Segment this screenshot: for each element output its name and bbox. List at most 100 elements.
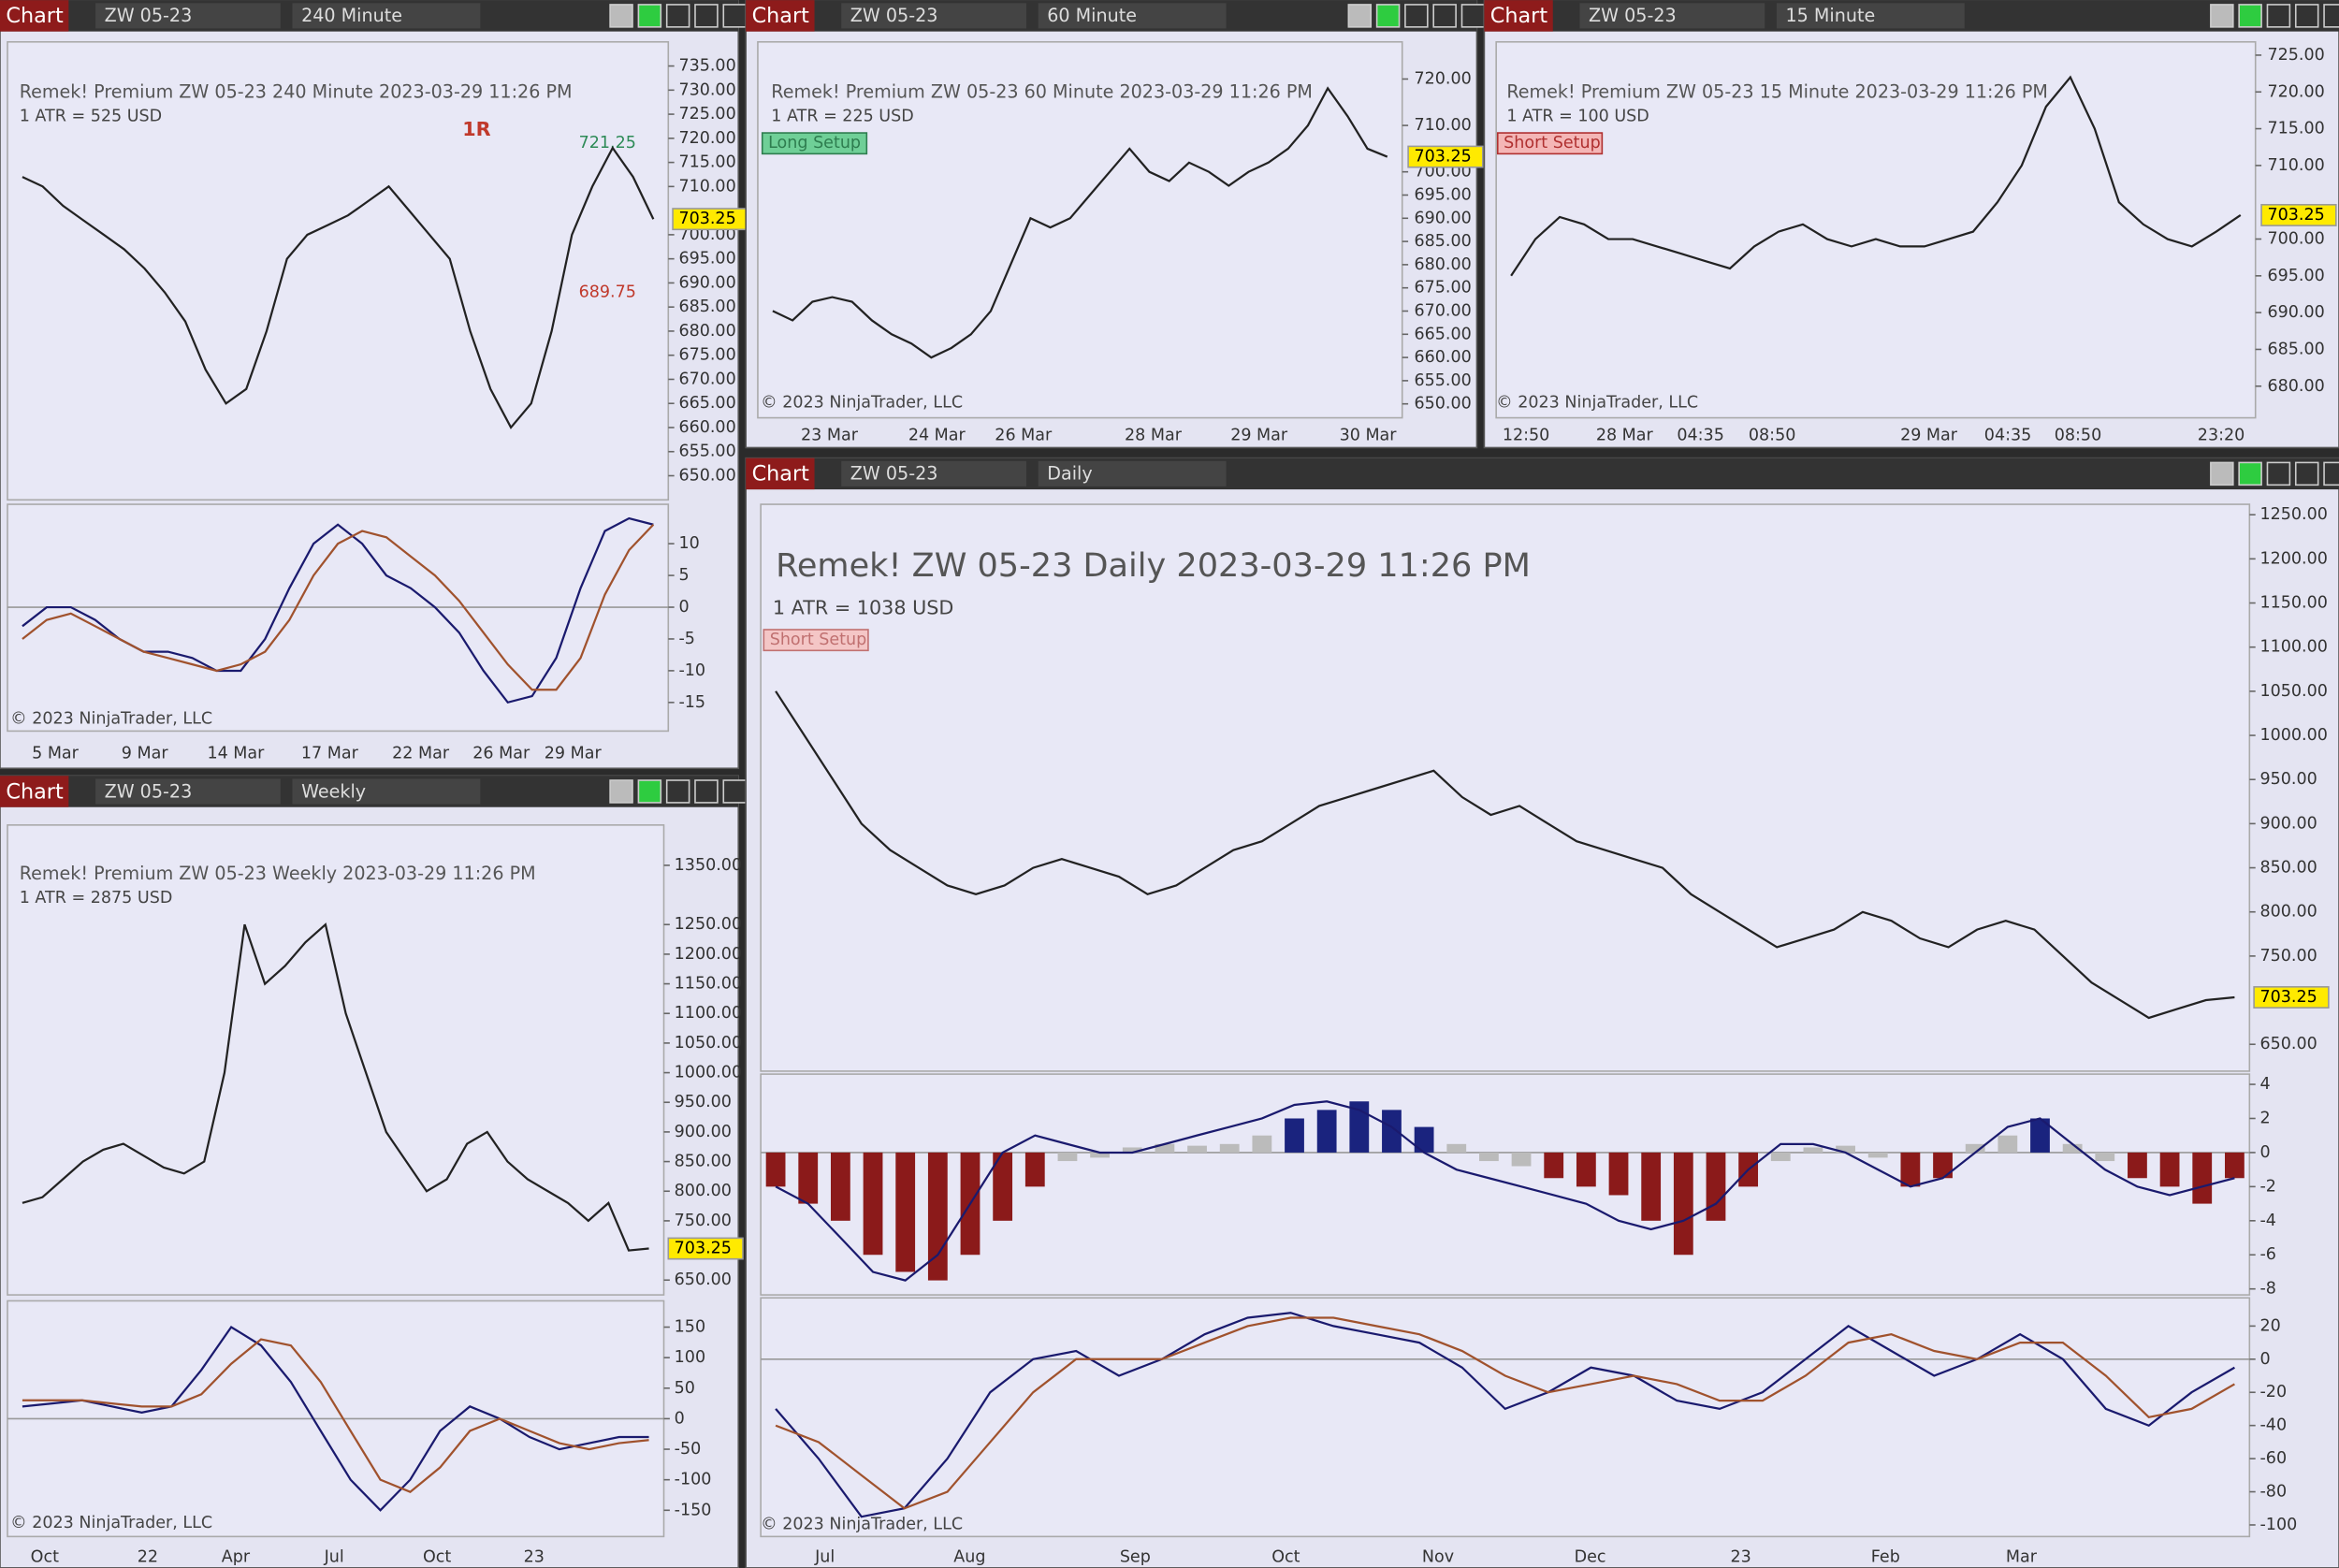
y-tick-label: -40 — [2259, 1416, 2287, 1435]
pane — [7, 40, 670, 501]
window-button[interactable] — [2294, 4, 2319, 28]
chart-tab-label[interactable]: Chart — [1490, 4, 1548, 28]
histogram-bar — [1382, 1110, 1402, 1153]
window-button[interactable] — [609, 779, 633, 804]
window-button[interactable] — [637, 4, 662, 28]
histogram-bar — [798, 1152, 819, 1204]
interval[interactable]: 15 Minute — [1785, 5, 1875, 26]
window-button[interactable] — [1460, 4, 1486, 28]
window-button[interactable] — [2323, 4, 2339, 28]
y-tick-label: 750.00 — [2259, 947, 2317, 965]
y-tick-label: 0 — [2259, 1143, 2270, 1162]
y-tick-label: 675.00 — [1414, 279, 1471, 298]
window-button[interactable] — [2210, 4, 2234, 28]
chart-tab[interactable] — [0, 0, 69, 32]
chart-tab-label[interactable]: Chart — [6, 4, 64, 28]
window-button[interactable] — [665, 779, 690, 804]
x-tick-label: 08:50 — [2055, 427, 2101, 445]
window-button[interactable] — [2266, 461, 2291, 486]
window-button[interactable] — [637, 779, 662, 804]
histogram-bar — [830, 1152, 850, 1221]
pane — [760, 1073, 2251, 1296]
pane — [760, 503, 2251, 1072]
window-button[interactable] — [2323, 461, 2339, 486]
chart-tab[interactable] — [0, 776, 69, 807]
window-button[interactable] — [694, 4, 719, 28]
interval-dropdown[interactable] — [1038, 460, 1227, 486]
y-tick-label: -150 — [675, 1501, 712, 1519]
window-button[interactable] — [722, 779, 747, 804]
interval-dropdown[interactable] — [292, 3, 481, 29]
chart-title: Remek! Premium ZW 05-23 Weekly 2023-03-2… — [20, 863, 536, 884]
interval[interactable]: 240 Minute — [301, 5, 402, 26]
instrument-dropdown[interactable] — [1579, 3, 1765, 29]
price-line — [772, 86, 1388, 359]
y-tick-label: 850.00 — [2259, 859, 2317, 878]
y-tick-label: 650.00 — [678, 467, 735, 486]
histogram-bar — [1285, 1118, 1304, 1153]
y-tick-label: 720.00 — [678, 129, 735, 148]
last-price-label: 703.25 — [2267, 206, 2324, 225]
histogram-bar — [2192, 1152, 2213, 1204]
histogram-bar — [1608, 1152, 1629, 1196]
y-tick-label: -80 — [2259, 1483, 2287, 1502]
y-tick-label: 730.00 — [678, 80, 735, 99]
copyright: © 2023 NinjaTrader, LLC — [761, 394, 963, 413]
instrument[interactable]: ZW 05-23 — [850, 5, 938, 26]
chart-tab-label[interactable]: Chart — [752, 4, 810, 28]
chart-tab-label[interactable]: Chart — [752, 462, 810, 486]
y-tick-label: 665.00 — [678, 394, 735, 413]
chart-tab-label[interactable]: Chart — [6, 779, 64, 804]
y-tick-label: -100 — [2259, 1516, 2297, 1534]
interval-dropdown[interactable] — [1776, 3, 1965, 29]
window-button[interactable] — [609, 4, 633, 28]
window-button[interactable] — [2294, 461, 2319, 486]
y-tick-label: 1200.00 — [2259, 549, 2327, 568]
window-button[interactable] — [2238, 4, 2262, 28]
x-tick-label: 04:35 — [1984, 427, 2031, 445]
window-button[interactable] — [1404, 4, 1429, 28]
window-button[interactable] — [2266, 4, 2291, 28]
instrument-dropdown[interactable] — [841, 3, 1026, 29]
x-tick-label: 5 Mar — [32, 744, 80, 762]
price-line — [1510, 75, 2242, 277]
y-tick-label: 680.00 — [678, 322, 735, 341]
y-tick-label: -6 — [2259, 1245, 2275, 1264]
chart-tab[interactable] — [1484, 0, 1553, 32]
instrument-dropdown[interactable] — [841, 460, 1026, 486]
histogram-bar — [1998, 1135, 2018, 1153]
chart-tab[interactable] — [746, 457, 815, 490]
window-button[interactable] — [2210, 461, 2234, 486]
window-button[interactable] — [665, 4, 690, 28]
x-tick-label: 24 Mar — [908, 427, 966, 445]
instrument[interactable]: ZW 05-23 — [105, 780, 193, 802]
instrument[interactable]: ZW 05-23 — [105, 5, 193, 26]
instrument-dropdown[interactable] — [95, 3, 281, 29]
interval[interactable]: Weekly — [301, 780, 366, 802]
x-tick-label: Feb — [1871, 1548, 1900, 1567]
copyright: © 2023 NinjaTrader, LLC — [761, 1516, 963, 1534]
window-button[interactable] — [1432, 4, 1457, 28]
chart-tab[interactable] — [746, 0, 815, 32]
window-button[interactable] — [1347, 4, 1373, 28]
interval-dropdown[interactable] — [292, 778, 481, 805]
histogram-bar — [1965, 1143, 1985, 1153]
window-button[interactable] — [1375, 4, 1401, 28]
instrument-dropdown[interactable] — [95, 778, 281, 805]
interval-dropdown[interactable] — [1038, 3, 1227, 29]
instrument[interactable]: ZW 05-23 — [850, 463, 938, 485]
oscillator-line — [775, 1312, 2235, 1518]
window-button[interactable] — [694, 779, 719, 804]
annotation: 721.25 — [579, 134, 636, 152]
setup-label: Short Setup — [1504, 134, 1601, 152]
interval[interactable]: 60 Minute — [1047, 5, 1137, 26]
y-tick-label: 650.00 — [1414, 395, 1471, 414]
window-button[interactable] — [2238, 461, 2262, 486]
interval[interactable]: Daily — [1047, 463, 1092, 485]
atr-label: 1 ATR = 525 USD — [20, 108, 162, 126]
x-tick-label: 29 Mar — [1900, 427, 1958, 445]
window-button[interactable] — [722, 4, 747, 28]
y-tick-label: 715.00 — [678, 153, 735, 172]
instrument[interactable]: ZW 05-23 — [1589, 5, 1677, 26]
histogram-bar — [1155, 1143, 1175, 1153]
